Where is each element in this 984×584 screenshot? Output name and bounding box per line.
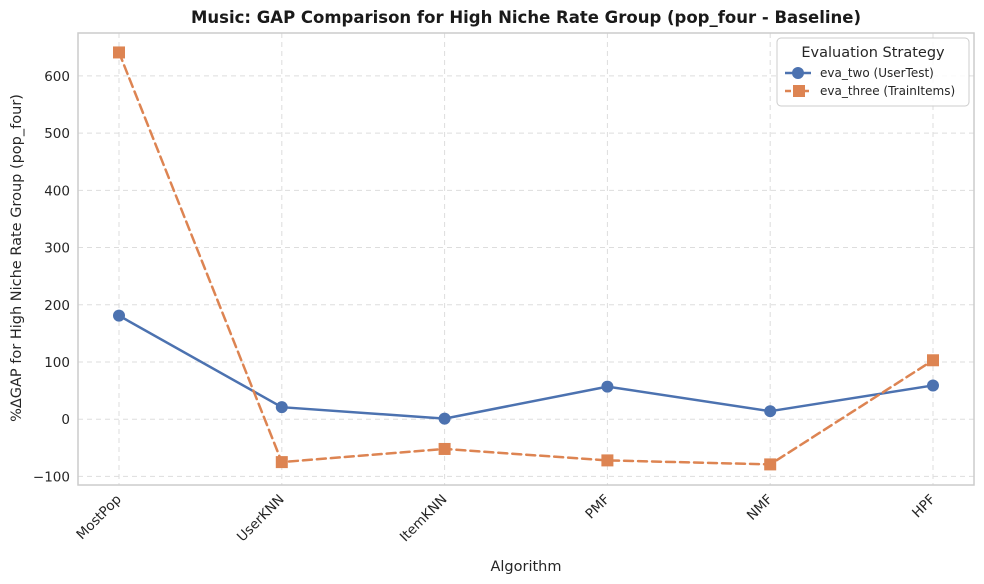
data-point <box>927 354 939 367</box>
y-tick-label: 0 <box>61 412 70 428</box>
plot-area-frame <box>77 32 975 486</box>
y-tick-label: 500 <box>44 126 70 142</box>
series-1 <box>113 46 939 471</box>
series-line <box>117 51 935 466</box>
data-point <box>764 458 777 471</box>
data-point <box>275 456 288 469</box>
legend-label: eva_three (TrainItems) <box>820 84 955 98</box>
legend-box <box>776 37 970 107</box>
data-point <box>438 442 451 455</box>
legend: Evaluation Strategy eva_two (UserTest)ev… <box>776 37 970 107</box>
data-point <box>113 309 125 322</box>
y-tick-label: 100 <box>44 355 70 371</box>
legend-marker <box>792 67 804 79</box>
y-tick-label: 300 <box>44 241 70 257</box>
x-axis-label: Algorithm <box>490 559 561 575</box>
data-point <box>113 46 125 59</box>
y-axis-ticks: −100 0 100 200 300 400 500 600 <box>33 69 70 486</box>
legend-entries: eva_two (UserTest) eva_three (TrainItems) <box>785 66 955 98</box>
data-point <box>601 380 614 393</box>
chart-title: Music: GAP Comparison for High Niche Rat… <box>191 8 861 27</box>
grid <box>78 33 974 485</box>
legend-marker <box>793 85 805 97</box>
legend-title: Evaluation Strategy <box>801 45 945 61</box>
data-point <box>438 412 451 425</box>
y-tick-label: 600 <box>44 69 70 85</box>
y-tick-label: 400 <box>44 183 70 199</box>
data-point <box>275 401 288 414</box>
data-point <box>601 454 614 467</box>
y-axis-label: %ΔGAP for High Niche Rate Group (pop_fou… <box>9 94 25 422</box>
series-layer <box>113 46 939 471</box>
y-tick-label: 200 <box>44 298 70 314</box>
y-tick-label: −100 <box>33 469 70 485</box>
data-point <box>764 405 777 418</box>
data-point <box>927 379 939 392</box>
legend-label: eva_two (UserTest) <box>820 66 934 80</box>
